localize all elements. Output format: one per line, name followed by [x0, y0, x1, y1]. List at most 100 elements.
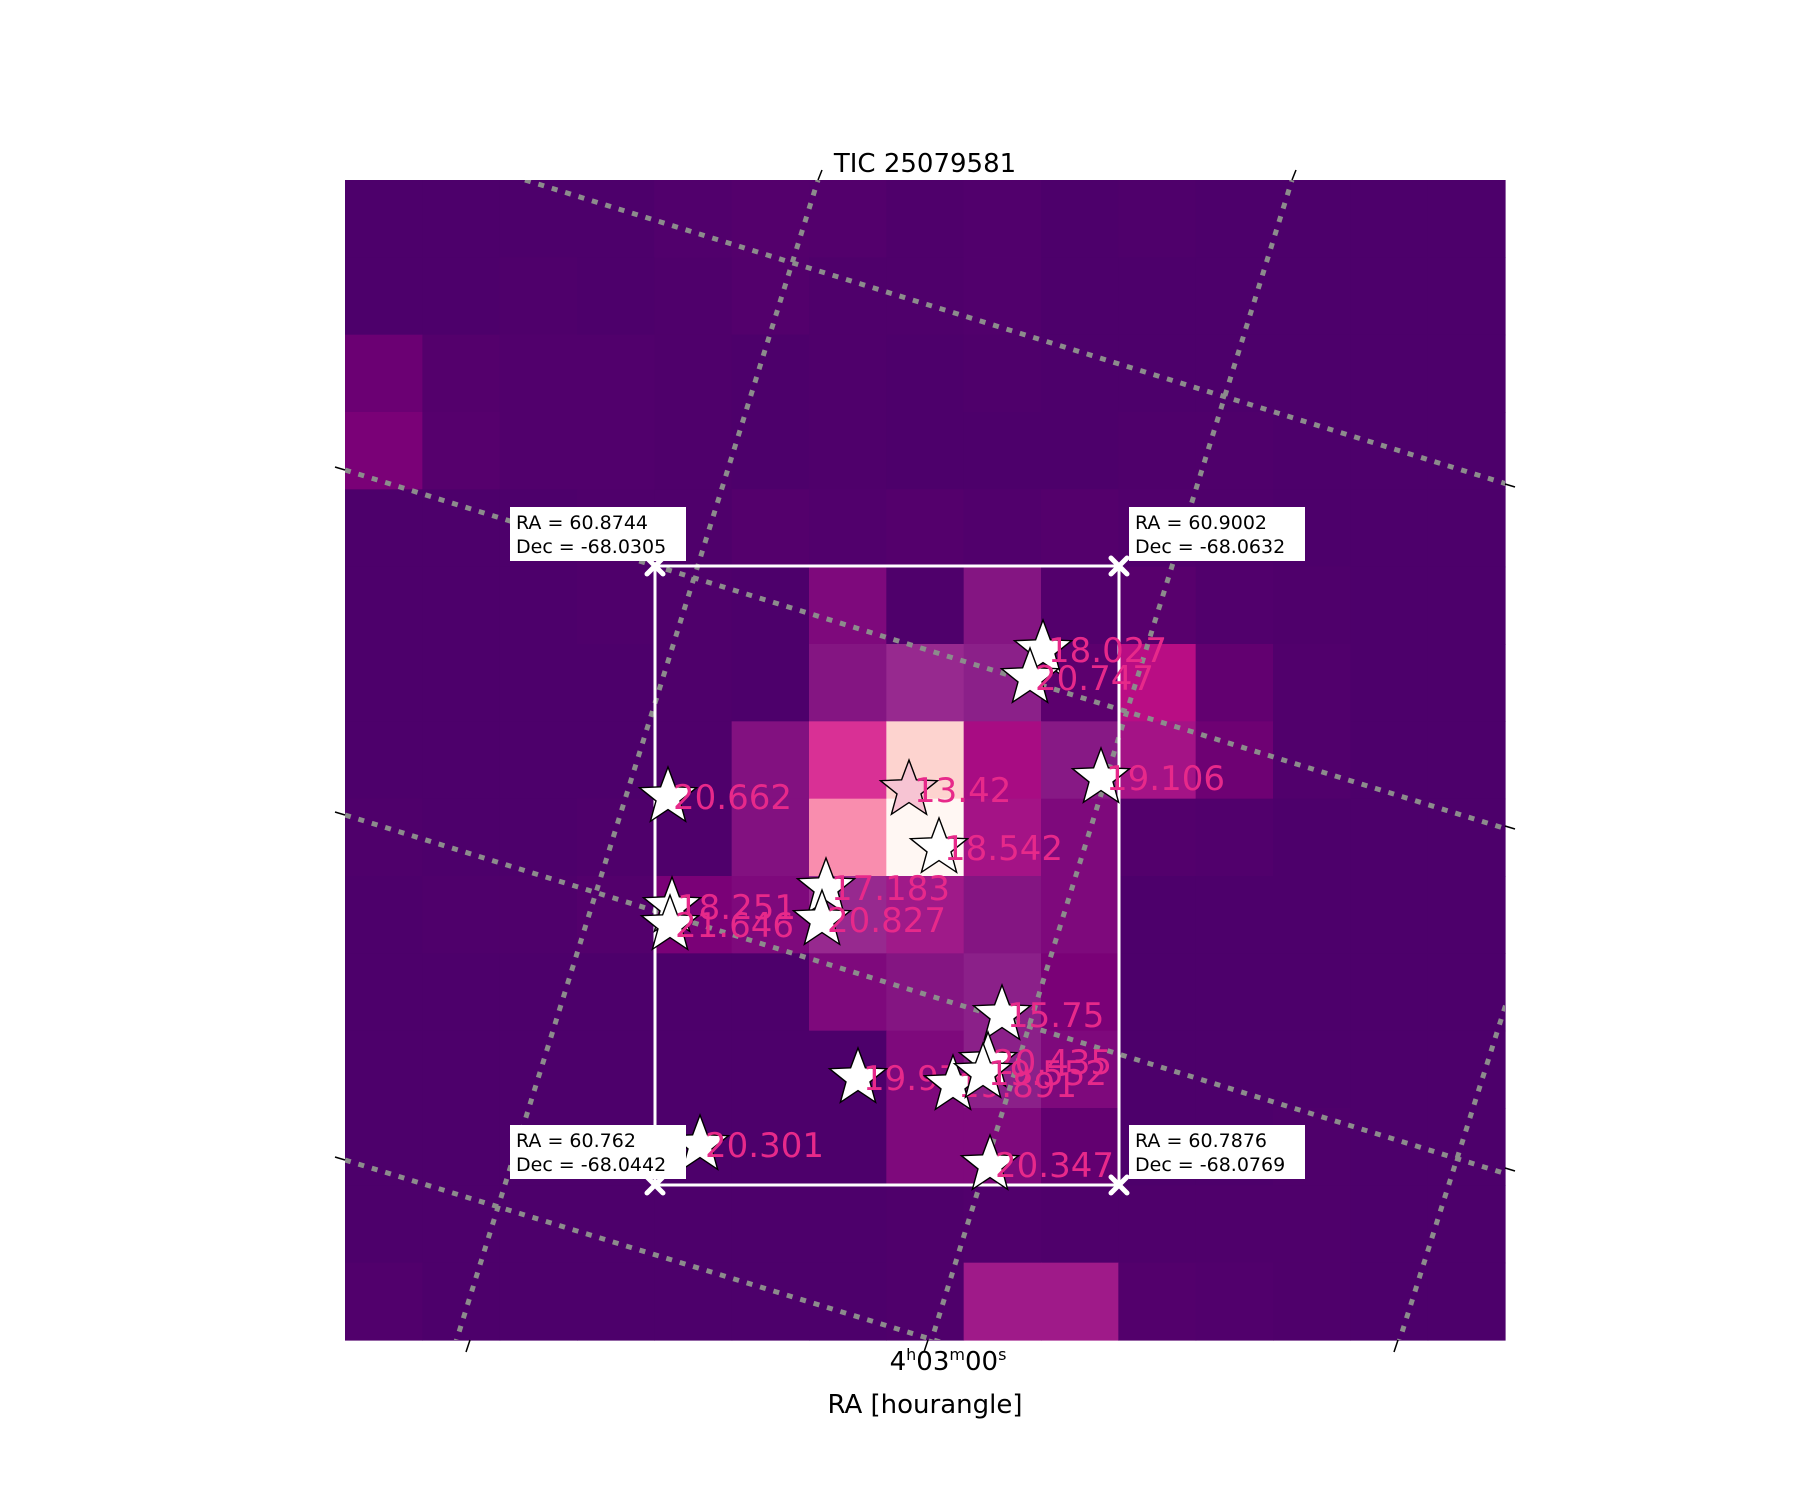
star-magnitude-label: 20.827 [827, 901, 946, 941]
heatmap-cell [1350, 721, 1429, 800]
heatmap-cell [1427, 953, 1506, 1032]
heatmap-cell [422, 1185, 501, 1264]
heatmap-cell [1041, 1108, 1119, 1186]
heatmap-cell [1427, 412, 1506, 490]
heatmap-cell [963, 798, 1042, 877]
heatmap-cell [422, 876, 501, 954]
heatmap-cell [1350, 798, 1429, 877]
axis-tick [1291, 169, 1297, 181]
star-magnitude-label: 21.646 [675, 906, 794, 946]
axis-tick [334, 466, 346, 471]
corner-label-box [510, 507, 686, 561]
heatmap-cell [1195, 1030, 1274, 1109]
heatmap-cell [577, 566, 655, 645]
heatmap-cell [809, 1185, 887, 1264]
heatmap-cell [1041, 1030, 1119, 1109]
heatmap-cell [1273, 1030, 1351, 1109]
heatmap-cell [499, 876, 578, 954]
heatmap-cell [1350, 1262, 1429, 1341]
heatmap-cell [731, 953, 810, 1032]
heatmap-cell [1041, 412, 1119, 490]
heatmap-cell [577, 644, 655, 722]
heatmap-cell [1118, 257, 1197, 336]
heatmap-cell [1195, 953, 1274, 1032]
heatmap-cell [1350, 644, 1429, 722]
heatmap-cell [963, 876, 1042, 954]
heatmap-cell [1427, 876, 1506, 954]
heatmap-cell [963, 180, 1042, 258]
coordinate-grid [345, 180, 1505, 1340]
heatmap-cell [345, 257, 423, 336]
star-magnitude-label: 15.75 [1007, 996, 1104, 1036]
star-magnitude-label: 17.183 [831, 869, 950, 909]
heatmap-cell [345, 1185, 423, 1264]
heatmap-cell [1273, 412, 1351, 490]
heatmap-cell [1118, 1185, 1197, 1264]
flux-heatmap [345, 180, 1506, 1341]
heatmap-cell [886, 566, 965, 645]
heatmap-cell [809, 953, 887, 1032]
heatmap-cell [1041, 334, 1119, 413]
heatmap-cell [731, 876, 810, 954]
heatmap-cell [731, 1030, 810, 1109]
heatmap-cell [499, 798, 578, 877]
corner-label-box [510, 1125, 686, 1179]
heatmap-cell [1118, 412, 1197, 490]
heatmap-cell [1195, 721, 1274, 800]
star-marker [791, 888, 853, 946]
heatmap-cell [499, 721, 578, 800]
star-magnitude-label: 19.106 [1106, 759, 1225, 799]
heatmap-cell [422, 644, 501, 722]
heatmap-cell [499, 180, 578, 258]
heatmap-cell [809, 644, 887, 722]
heatmap-cell [499, 644, 578, 722]
heatmap-cell [1427, 1262, 1506, 1341]
heatmap-cell [886, 1108, 965, 1186]
heatmap-cell [1350, 412, 1429, 490]
heatmap-cell [731, 489, 810, 568]
star-magnitude-label: 19.552 [988, 1054, 1107, 1094]
heatmap-cell [1273, 953, 1351, 1032]
heatmap-cell [345, 489, 423, 568]
corner-ra-label: RA = 60.8744 [516, 512, 648, 534]
heatmap-cell [1118, 1262, 1197, 1341]
heatmap-cell [577, 180, 655, 258]
heatmap-cell [1118, 953, 1197, 1032]
heatmap-cell [422, 798, 501, 877]
heatmap-cell [654, 1262, 733, 1341]
heatmap-cell [1195, 876, 1274, 954]
heatmap-cell [1350, 1030, 1429, 1109]
heatmap-cell [809, 489, 887, 568]
heatmap-cell [731, 1185, 810, 1264]
heatmap-cell [499, 1030, 578, 1109]
star-marker [637, 765, 699, 823]
heatmap-cell [499, 566, 578, 645]
heatmap-cell [1350, 180, 1429, 258]
heatmap-cell [422, 1108, 501, 1186]
heatmap-cell [809, 721, 887, 800]
x-axis-label: RA [hourangle] [827, 1390, 1022, 1420]
x-tick-minutes: 03 [916, 1347, 949, 1377]
star-marker [1070, 746, 1132, 804]
heatmap-cell [1273, 1262, 1351, 1341]
heatmap-cell [1427, 1185, 1506, 1264]
heatmap-cell [886, 334, 965, 413]
heatmap-cell [731, 412, 810, 490]
target-star-marker [878, 758, 940, 816]
heatmap-cell [1427, 257, 1506, 336]
heatmap-cell [731, 644, 810, 722]
heatmap-cell [1350, 489, 1429, 568]
heatmap-cell [1118, 180, 1197, 258]
heatmap-cell [499, 412, 578, 490]
heatmap-cell [1273, 257, 1351, 336]
heatmap-cell [1273, 798, 1351, 877]
heatmap-cell [809, 412, 887, 490]
corner-dec-label: Dec = -68.0305 [516, 536, 666, 558]
heatmap-cell [963, 1185, 1042, 1264]
star-magnitude-label: 20.662 [673, 778, 792, 818]
heatmap-cell [1427, 798, 1506, 877]
axis-tick [1504, 1167, 1516, 1172]
heatmap-cell [1195, 412, 1274, 490]
